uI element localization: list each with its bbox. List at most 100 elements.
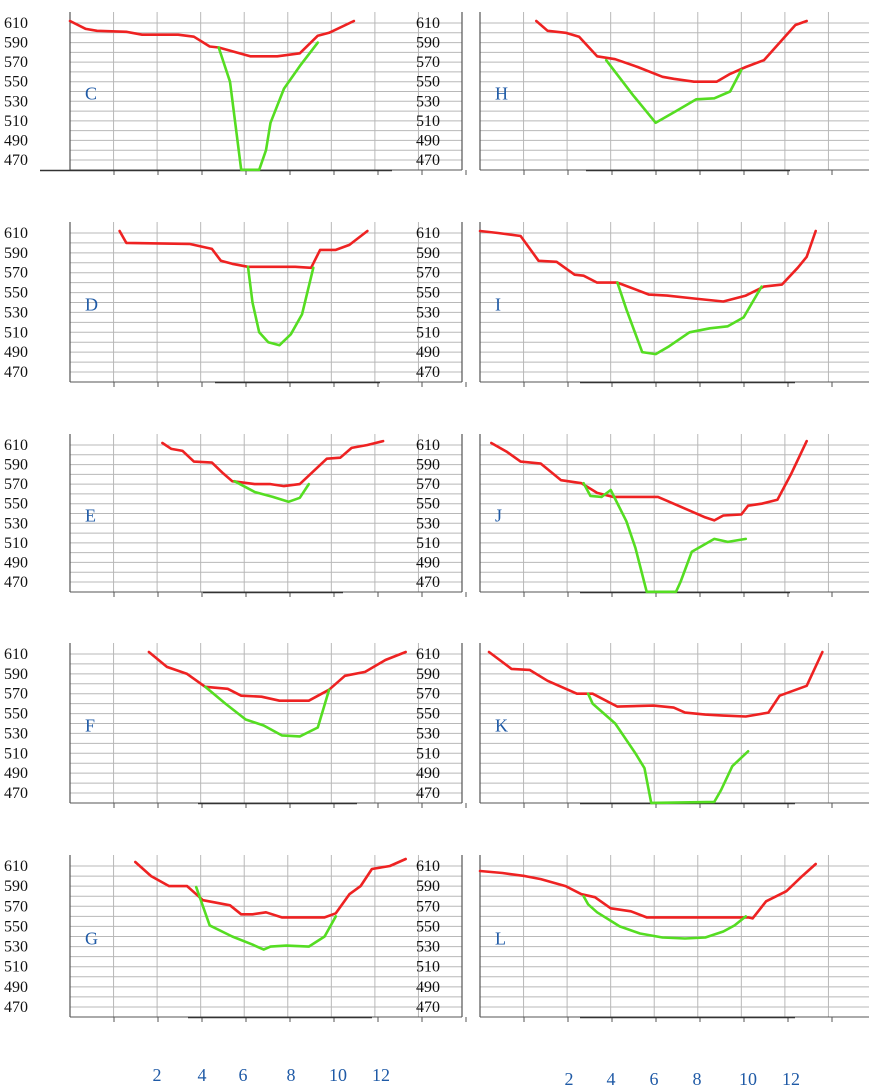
y-tick-label: 550 [4,706,28,723]
y-tick-label: 510 [416,113,440,130]
x-tick-label-left: 8 [287,1065,296,1085]
y-tick-label: 470 [4,364,28,381]
y-tick-label: 530 [416,304,440,321]
existing-profile-line [478,229,818,303]
y-tick-label: 610 [4,15,28,32]
y-tick-label: 550 [416,918,440,935]
y-tick-label: 610 [416,437,440,454]
proposed-profile-line [217,41,320,172]
existing-profile-line [478,862,818,920]
y-tick-label: 470 [416,574,440,591]
y-tick-label: 490 [4,765,28,782]
panel-d: 610 590 570 550 530 510 490 470 D [4,222,467,387]
y-tick-label: 570 [4,265,28,282]
x-tick-label-left: 6 [239,1065,248,1085]
x-tick-label-left: 4 [198,1065,207,1085]
y-tick-label: 570 [416,686,440,703]
y-tick-label: 590 [4,245,28,262]
y-tick-label: 610 [4,858,28,875]
y-tick-label: 550 [416,496,440,513]
y-tick-label: 490 [4,554,28,571]
y-tick-label: 590 [4,878,28,895]
panel-label: D [85,294,98,314]
y-tick-label: 570 [4,898,28,915]
panel-label: C [85,83,97,103]
y-tick-label: 490 [416,132,440,149]
x-tick-label-left: 12 [372,1065,390,1085]
y-tick-label: 530 [416,515,440,532]
y-tick-label: 550 [416,285,440,302]
existing-profile-line [534,19,809,83]
panel-f: 610 590 570 550 530 510 490 470 F [4,643,467,808]
x-tick-label-right: 8 [693,1069,702,1089]
y-tick-label: 590 [416,35,440,52]
y-tick-label: 490 [416,554,440,571]
y-tick-label: 570 [416,476,440,493]
panel-label: H [495,83,508,103]
y-tick-label: 590 [4,35,28,52]
y-tick-label: 550 [4,74,28,91]
panel-label: E [85,505,96,525]
panel-l: 610 590 570 550 530 510 490 470 L [416,855,869,1022]
y-tick-label: 570 [4,476,28,493]
existing-profile-line [118,229,369,270]
y-tick-label: 470 [416,999,440,1016]
proposed-profile-line [616,281,763,356]
panel-i: 610 590 570 550 530 510 490 470 I [416,222,869,387]
x-tick-label-left: 2 [153,1065,162,1085]
y-tick-label: 570 [416,898,440,915]
panel-label: J [495,505,502,525]
x-tick-label-right: 6 [650,1069,659,1089]
panel-h: 610 590 570 550 530 510 490 470 H [416,12,869,175]
y-tick-label: 530 [4,304,28,321]
y-tick-label: 470 [4,785,28,802]
existing-profile-line [68,19,356,58]
y-tick-label: 470 [4,152,28,169]
panel-label: I [495,294,501,314]
y-tick-label: 490 [416,765,440,782]
y-tick-label: 470 [416,152,440,169]
existing-profile-line [487,650,824,718]
y-tick-label: 570 [4,686,28,703]
y-tick-label: 550 [4,285,28,302]
y-tick-label: 530 [416,93,440,110]
y-tick-label: 530 [416,939,440,956]
y-tick-label: 610 [416,858,440,875]
existing-profile-line [134,857,408,919]
y-tick-label: 570 [4,54,28,71]
y-tick-label: 610 [4,646,28,663]
existing-profile-line [489,439,809,522]
existing-profile-line [161,439,385,488]
proposed-profile-line [604,58,743,125]
y-tick-label: 530 [4,515,28,532]
y-tick-label: 610 [416,646,440,663]
y-tick-label: 470 [416,785,440,802]
proposed-profile-line [246,265,315,347]
y-tick-label: 470 [4,999,28,1016]
x-tick-label-right: 2 [565,1069,574,1089]
y-tick-label: 590 [4,666,28,683]
y-tick-label: 550 [416,74,440,91]
y-tick-label: 490 [4,344,28,361]
y-tick-label: 550 [416,706,440,723]
existing-profile-line [147,650,408,703]
y-tick-label: 590 [416,666,440,683]
x-tick-label-right: 4 [607,1069,616,1089]
y-tick-label: 590 [4,457,28,474]
y-tick-label: 550 [4,918,28,935]
panel-label: L [495,929,506,949]
panel-label: G [85,929,98,949]
panel-label: F [85,715,95,735]
y-tick-label: 590 [416,878,440,895]
panel-label: K [495,715,508,735]
y-tick-label: 590 [416,245,440,262]
y-tick-label: 530 [416,725,440,742]
y-tick-label: 490 [416,979,440,996]
y-tick-label: 510 [4,745,28,762]
y-tick-label: 510 [4,535,28,552]
y-tick-label: 510 [416,324,440,341]
y-tick-label: 530 [4,725,28,742]
proposed-profile-line [203,685,331,738]
y-tick-label: 490 [416,344,440,361]
y-tick-label: 610 [4,225,28,242]
